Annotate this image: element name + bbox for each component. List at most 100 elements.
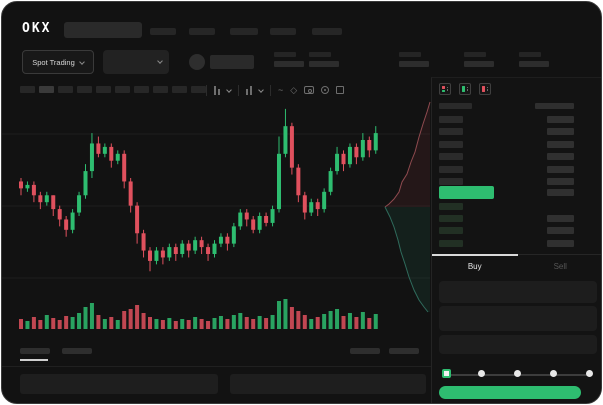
- ask-amount-bar[interactable]: [547, 178, 574, 185]
- chart-tab-placeholder[interactable]: [350, 348, 380, 354]
- bottom-panel-placeholder[interactable]: [20, 374, 218, 394]
- bid-amount-bar[interactable]: [547, 239, 574, 247]
- interval-candles-icon[interactable]: [214, 85, 220, 95]
- price-chart-svg[interactable]: [2, 98, 432, 338]
- pair-category-dropdown[interactable]: [103, 50, 169, 74]
- ask-amount-bar[interactable]: [547, 153, 574, 161]
- fullscreen-icon[interactable]: [336, 86, 345, 94]
- stat-label-placeholder: [399, 52, 421, 57]
- ask-amount-bar[interactable]: [547, 140, 574, 148]
- amount-field[interactable]: [439, 306, 597, 331]
- coin-avatar: [189, 54, 205, 70]
- stat-value-placeholder: [274, 61, 304, 67]
- settings-icon[interactable]: [321, 86, 330, 94]
- stat-value-placeholder: [309, 61, 339, 67]
- orderbook-price-header: [439, 103, 472, 109]
- stat-label-placeholder: [464, 52, 486, 57]
- interval-button[interactable]: [39, 86, 54, 93]
- chart-tab-placeholder[interactable]: [389, 348, 419, 354]
- slider-handle[interactable]: [442, 369, 451, 378]
- camera-icon[interactable]: [304, 86, 315, 94]
- trade-panel: Buy Sell: [431, 77, 602, 403]
- chart-tab-placeholder[interactable]: [62, 348, 92, 354]
- draw-icon[interactable]: ◇: [290, 84, 298, 95]
- divider: [206, 84, 207, 96]
- interval-button[interactable]: [77, 86, 92, 93]
- okx-logo: OKX: [22, 21, 52, 36]
- orderbook-amount-header: [535, 103, 574, 109]
- stat-label-placeholder: [519, 52, 541, 57]
- ask-price-bar[interactable]: [439, 128, 463, 136]
- bid-price-bar[interactable]: [439, 227, 463, 235]
- stat-block: [274, 52, 304, 67]
- slider-stop[interactable]: [550, 370, 557, 377]
- ask-price-bar[interactable]: [439, 153, 463, 161]
- slider-stop[interactable]: [478, 370, 485, 377]
- chevron-down-icon: [78, 59, 85, 65]
- stat-value-placeholder: [519, 61, 549, 67]
- line-type-icon[interactable]: ~: [278, 84, 284, 95]
- stat-value-placeholder: [399, 61, 429, 67]
- interval-button[interactable]: [134, 86, 149, 93]
- stat-block: [309, 52, 339, 67]
- chart-style-icon[interactable]: [246, 85, 252, 95]
- nav-item-placeholder[interactable]: [189, 28, 215, 35]
- ask-amount-bar[interactable]: [547, 128, 574, 136]
- active-tab-underline: [20, 359, 48, 361]
- chevron-down-icon[interactable]: [226, 87, 232, 93]
- tab-sell-label: Sell: [553, 262, 567, 271]
- interval-button[interactable]: [172, 86, 187, 93]
- total-field[interactable]: [439, 335, 597, 354]
- trade-tabs: Buy Sell: [432, 254, 602, 277]
- search-input[interactable]: [64, 22, 142, 38]
- ask-amount-bar[interactable]: [547, 165, 574, 173]
- nav-item-placeholder[interactable]: [312, 28, 342, 35]
- market-type-label: Spot Trading: [32, 57, 75, 67]
- ask-price-bar[interactable]: [439, 165, 463, 173]
- market-type-dropdown[interactable]: Spot Trading: [22, 50, 94, 74]
- top-nav: [2, 2, 601, 42]
- ask-price-bar[interactable]: [439, 140, 463, 148]
- bid-price-bar[interactable]: [439, 239, 463, 247]
- book-bids-icon[interactable]: [459, 83, 471, 95]
- stat-block: [519, 52, 549, 67]
- stat-block: [464, 52, 494, 67]
- interval-button[interactable]: [58, 86, 73, 93]
- bottom-panel-placeholder[interactable]: [230, 374, 426, 394]
- chart-tab-placeholder[interactable]: [20, 348, 50, 354]
- bid-price-bar[interactable]: [439, 203, 463, 210]
- divider: [238, 84, 239, 96]
- bid-amount-bar[interactable]: [547, 227, 574, 235]
- ask-price-bar[interactable]: [439, 178, 463, 185]
- chevron-down-icon[interactable]: [258, 87, 264, 93]
- bid-price-bar[interactable]: [439, 215, 463, 223]
- tab-buy-label: Buy: [467, 262, 482, 271]
- interval-button[interactable]: [96, 86, 111, 93]
- nav-item-placeholder[interactable]: [150, 28, 176, 35]
- book-combined-icon[interactable]: [439, 83, 451, 95]
- tab-buy[interactable]: Buy: [432, 254, 518, 277]
- interval-button[interactable]: [191, 86, 206, 93]
- last-price-bar[interactable]: [439, 186, 494, 199]
- pair-name-placeholder: [210, 55, 254, 69]
- price-field[interactable]: [439, 281, 597, 303]
- buy-button[interactable]: [439, 386, 581, 399]
- nav-item-placeholder[interactable]: [270, 28, 296, 35]
- chart-toolbar-icons: ~ ◇: [206, 82, 345, 98]
- chevron-down-icon: [157, 58, 163, 64]
- ask-amount-bar[interactable]: [547, 116, 574, 123]
- divider: [270, 84, 271, 96]
- book-asks-icon[interactable]: [479, 83, 491, 95]
- interval-button[interactable]: [115, 86, 130, 93]
- interval-button[interactable]: [153, 86, 168, 93]
- ask-price-bar[interactable]: [439, 116, 463, 123]
- bid-amount-bar[interactable]: [547, 215, 574, 223]
- stat-value-placeholder: [464, 61, 494, 67]
- interval-button[interactable]: [20, 86, 35, 93]
- slider-stop[interactable]: [514, 370, 521, 377]
- slider-stop[interactable]: [586, 370, 593, 377]
- tab-sell[interactable]: Sell: [518, 254, 602, 277]
- nav-item-placeholder[interactable]: [230, 28, 258, 35]
